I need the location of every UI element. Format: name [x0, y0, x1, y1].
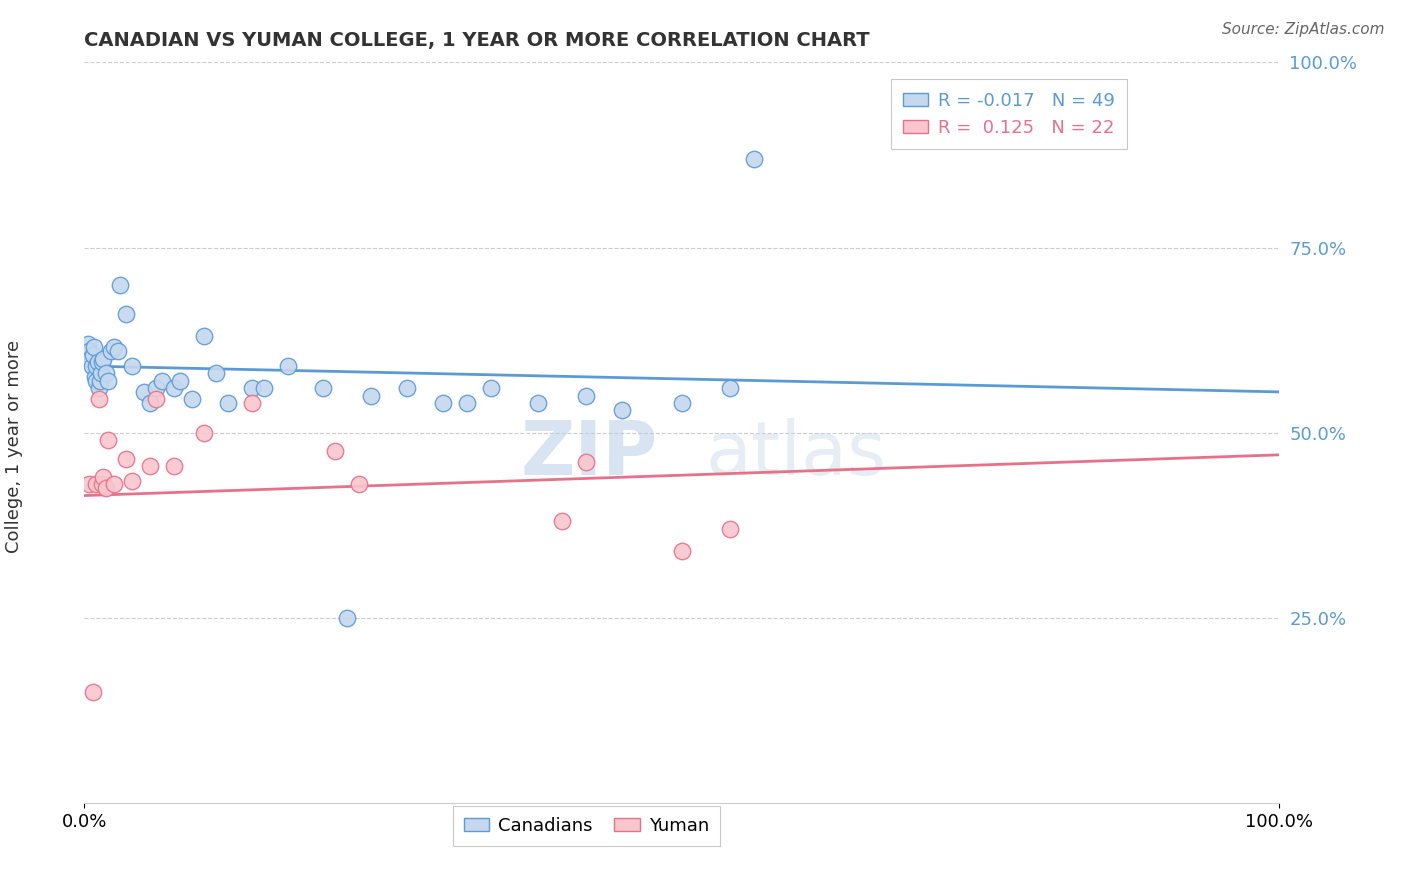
Point [107, 344, 129, 359]
Legend: Canadians, Yuman: Canadians, Yuman [453, 806, 720, 846]
Point [89, 374, 111, 388]
Text: Source: ZipAtlas.com: Source: ZipAtlas.com [1222, 22, 1385, 37]
Point [83, 341, 105, 355]
Point [150, 374, 173, 388]
Point [79, 351, 101, 366]
Point [456, 396, 478, 410]
Point [349, 477, 371, 491]
Point [90, 367, 112, 381]
Point [80, 359, 103, 373]
Point [240, 381, 263, 395]
Text: ZIP: ZIP [520, 418, 658, 491]
Point [94, 367, 117, 381]
Point [87, 392, 110, 407]
Point [91, 355, 114, 369]
Point [396, 381, 419, 395]
Point [240, 396, 263, 410]
Point [217, 396, 239, 410]
Point [97, 374, 120, 388]
Point [93, 470, 115, 484]
Point [93, 351, 115, 366]
Point [115, 451, 138, 466]
Point [103, 477, 125, 491]
Point [121, 359, 143, 373]
Point [479, 381, 502, 395]
Point [169, 374, 191, 388]
Point [77, 344, 100, 359]
Text: College, 1 year or more: College, 1 year or more [6, 340, 22, 552]
Point [312, 381, 335, 395]
Point [77, 336, 100, 351]
Point [742, 152, 765, 166]
Point [145, 392, 167, 407]
Point [82, 685, 104, 699]
Point [86, 355, 108, 369]
Point [205, 367, 228, 381]
Point [551, 515, 574, 529]
Point [139, 458, 162, 473]
Point [91, 477, 114, 491]
Point [163, 458, 186, 473]
Point [121, 474, 143, 488]
Point [336, 610, 359, 624]
Point [115, 307, 138, 321]
Point [84, 370, 107, 384]
Point [325, 444, 347, 458]
Point [671, 544, 693, 558]
Point [103, 341, 125, 355]
Point [86, 374, 108, 388]
Point [97, 433, 120, 447]
Point [277, 359, 299, 373]
Point [87, 381, 110, 395]
Point [163, 381, 186, 395]
Text: CANADIAN VS YUMAN COLLEGE, 1 YEAR OR MORE CORRELATION CHART: CANADIAN VS YUMAN COLLEGE, 1 YEAR OR MOR… [84, 30, 870, 50]
Point [139, 396, 162, 410]
Point [86, 359, 108, 373]
Point [100, 344, 122, 359]
Point [360, 388, 382, 402]
Point [718, 381, 741, 395]
Point [527, 396, 550, 410]
Point [253, 381, 276, 395]
Point [671, 396, 693, 410]
Point [82, 348, 104, 362]
Point [193, 329, 215, 343]
Point [145, 381, 167, 395]
Point [77, 477, 100, 491]
Text: atlas: atlas [706, 418, 887, 491]
Point [432, 396, 454, 410]
Point [612, 403, 634, 417]
Point [575, 388, 598, 402]
Point [132, 384, 156, 399]
Point [575, 455, 598, 469]
Point [94, 481, 117, 495]
Point [718, 522, 741, 536]
Point [181, 392, 204, 407]
Point [86, 477, 108, 491]
Point [193, 425, 215, 440]
Point [110, 277, 132, 292]
